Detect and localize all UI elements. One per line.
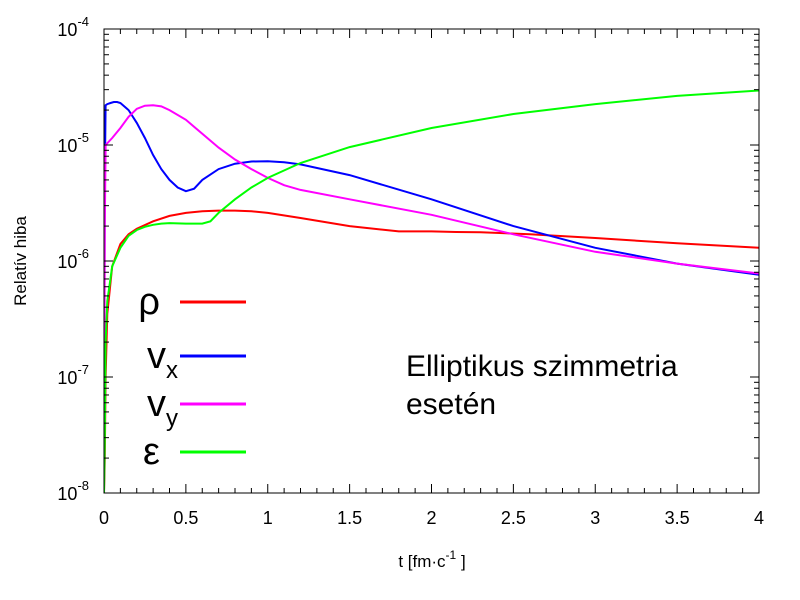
- x-tick-label: 1.5: [337, 508, 362, 528]
- legend-label-2: vy: [147, 383, 178, 432]
- annotation-line-1: Elliptikus szimmetria: [406, 350, 678, 383]
- x-tick-label: 0: [99, 508, 109, 528]
- series-line-1: [104, 101, 759, 459]
- x-axis-label-sup: -1: [446, 548, 457, 562]
- y-tick-label: 10-7: [57, 362, 89, 388]
- y-axis-label: Relatív hiba: [11, 216, 30, 306]
- y-tick-label: 10-8: [57, 478, 89, 504]
- annotation: Elliptikus szimmetria esetén: [406, 350, 686, 421]
- x-tick-label: 2: [426, 508, 436, 528]
- series-line-3: [104, 89, 759, 493]
- x-tick-label: 4: [754, 508, 764, 528]
- y-tick-label: 10-6: [57, 246, 89, 272]
- legend-label-0: ρ: [138, 281, 160, 323]
- x-tick-label: 1: [263, 508, 273, 528]
- x-tick-label: 3.5: [665, 508, 690, 528]
- x-axis-label: t [fm·c-1 ]: [398, 548, 465, 571]
- x-tick-label: 2.5: [501, 508, 526, 528]
- series-layer: [104, 89, 759, 493]
- legend-label-1: vx: [147, 335, 178, 384]
- ticks-layer: 0 0.5 1 1.5 2 2.5 3 3.5 4 10-8 10-7 10-6 10-5 10-4: [57, 14, 764, 528]
- y-tick-label: 10-5: [57, 130, 89, 156]
- annotation-line-2: esetén: [406, 388, 496, 421]
- legend-label-3: ε: [143, 431, 160, 473]
- series-line-2: [104, 104, 759, 493]
- x-axis-label-tail: ]: [456, 552, 465, 571]
- x-axis-label-main: t [fm·c: [398, 552, 446, 571]
- x-tick-label: 3: [590, 508, 600, 528]
- y-tick-label: 10-4: [57, 14, 89, 40]
- x-tick-label: 0.5: [173, 508, 198, 528]
